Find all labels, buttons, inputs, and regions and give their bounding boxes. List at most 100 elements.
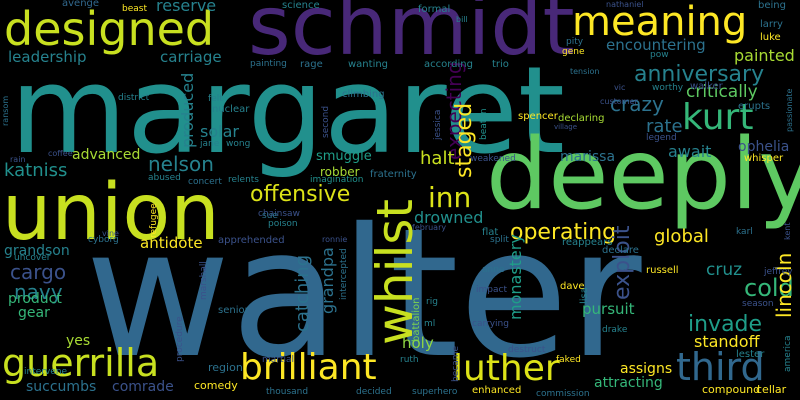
word-intervene: intervene [24,367,68,377]
word-jane: jane [200,139,220,149]
word-operating: operating [510,220,617,245]
word-deeply: deeply [486,118,800,232]
word-global: global [654,226,709,247]
word-gear: gear [18,305,50,321]
word-succumbs: succumbs [26,379,97,395]
word-grandson: grandson [4,243,70,259]
word-pursuit: pursuit [582,300,635,318]
word-nuclear: nuclear [212,104,250,115]
word-leadership: leadership [8,48,87,66]
word-cold: cold [744,274,794,302]
word-trio: trio [492,59,509,70]
word-worthy: worthy [652,83,684,93]
word-dave: dave [560,281,585,292]
word-village: village [554,123,578,131]
word-karl: karl [736,227,753,237]
word-attracting: attracting [594,375,663,391]
word-concert: concert [188,177,222,187]
word-catching: catching [292,254,313,332]
word-second: second [321,105,331,138]
word-senior: senior [218,305,249,316]
word-science: science [282,0,320,11]
word-ruth: ruth [400,355,419,365]
word-walker: walker [690,81,723,92]
word-cargo: cargo [10,260,67,284]
word-wanting: wanting [348,59,389,70]
word-solar: solar [200,122,239,141]
word-america: america [783,335,793,372]
word-standoff: standoff [694,332,760,351]
word-painting: painting [250,59,287,69]
word-according: according [424,59,473,70]
word-anniversary: anniversary [634,62,765,87]
word-comedy: comedy [194,379,238,392]
word-season: season [742,299,774,309]
word-vine: vine [102,229,119,238]
word-cellar: cellar [756,383,787,396]
word-schmidt: schmidt [248,0,575,74]
word-february: february [412,223,447,232]
word-drowned: drowned [414,208,484,227]
word-cruz: cruz [706,260,743,280]
word-russell: russell [646,265,679,276]
word-intercepted: intercepted [339,248,349,300]
word-formal: formal [418,4,451,15]
word-avenge: avenge [62,0,100,9]
word-commission: commission [536,389,590,399]
word-luke: luke [760,32,781,43]
word-third: third [676,345,765,389]
word-district: district [118,93,150,103]
word-compound: compound [702,383,761,396]
word-procedure: procedure [175,316,185,362]
word-legend: legend [646,133,677,143]
word-spencer: spencer [518,111,558,122]
word-superhero: superhero [412,387,458,397]
word-luther: luther [453,348,560,389]
word-poison: poison [268,219,298,229]
word-drake: drake [602,325,628,335]
word-erupts: erupts [738,101,771,112]
word-antidote: antidote [140,234,203,252]
word-beaten: beaten [479,108,489,140]
word-rage: rage [300,59,323,70]
word-pity: pity [566,37,584,47]
word-kent: kent [783,222,792,240]
word-advanced: advanced [72,147,141,163]
word-union: union [2,168,220,258]
word-decided: decided [356,387,392,397]
word-carrying: carrying [472,319,509,329]
word-rate: rate [646,116,683,137]
word-pow: pow [650,50,669,60]
word-navy: navy [14,280,63,304]
word-wong: wong [226,139,251,149]
word-produced: produced [178,72,197,148]
word-jeffrey: jeffrey [764,267,793,277]
word-vic: vic [614,83,626,92]
word-ml: ml [424,319,436,329]
word-exploit: exploit [610,225,635,300]
word-ransom: ransom [1,95,10,126]
word-lester: lester [736,349,765,360]
word-meaning: meaning [572,0,748,45]
word-jessica: jessica [433,109,443,140]
word-offensive: offensive [250,182,351,207]
word-flat: flat [482,227,499,238]
word-beast: beast [122,4,147,14]
word-robber: robber [320,165,360,179]
word-thousand: thousand [266,387,309,397]
word-felt: felt [208,94,223,104]
word-refugee: refugee [149,203,159,238]
word-destruct: destruct [508,345,546,355]
word-uncover: uncover [14,253,51,263]
word-declaring: declaring [558,113,605,124]
word-weakened: weakened [470,154,516,164]
word-bill: bill [456,15,468,24]
word-customer: customer [600,97,638,106]
word-relents: relents [228,175,259,185]
word-reserve: reserve [156,0,217,15]
word-enhanced: enhanced [472,385,522,396]
word-chainsaw: chainsaw [258,209,300,219]
word-painted: painted [734,46,795,65]
word-monastery: monastery [506,234,525,320]
